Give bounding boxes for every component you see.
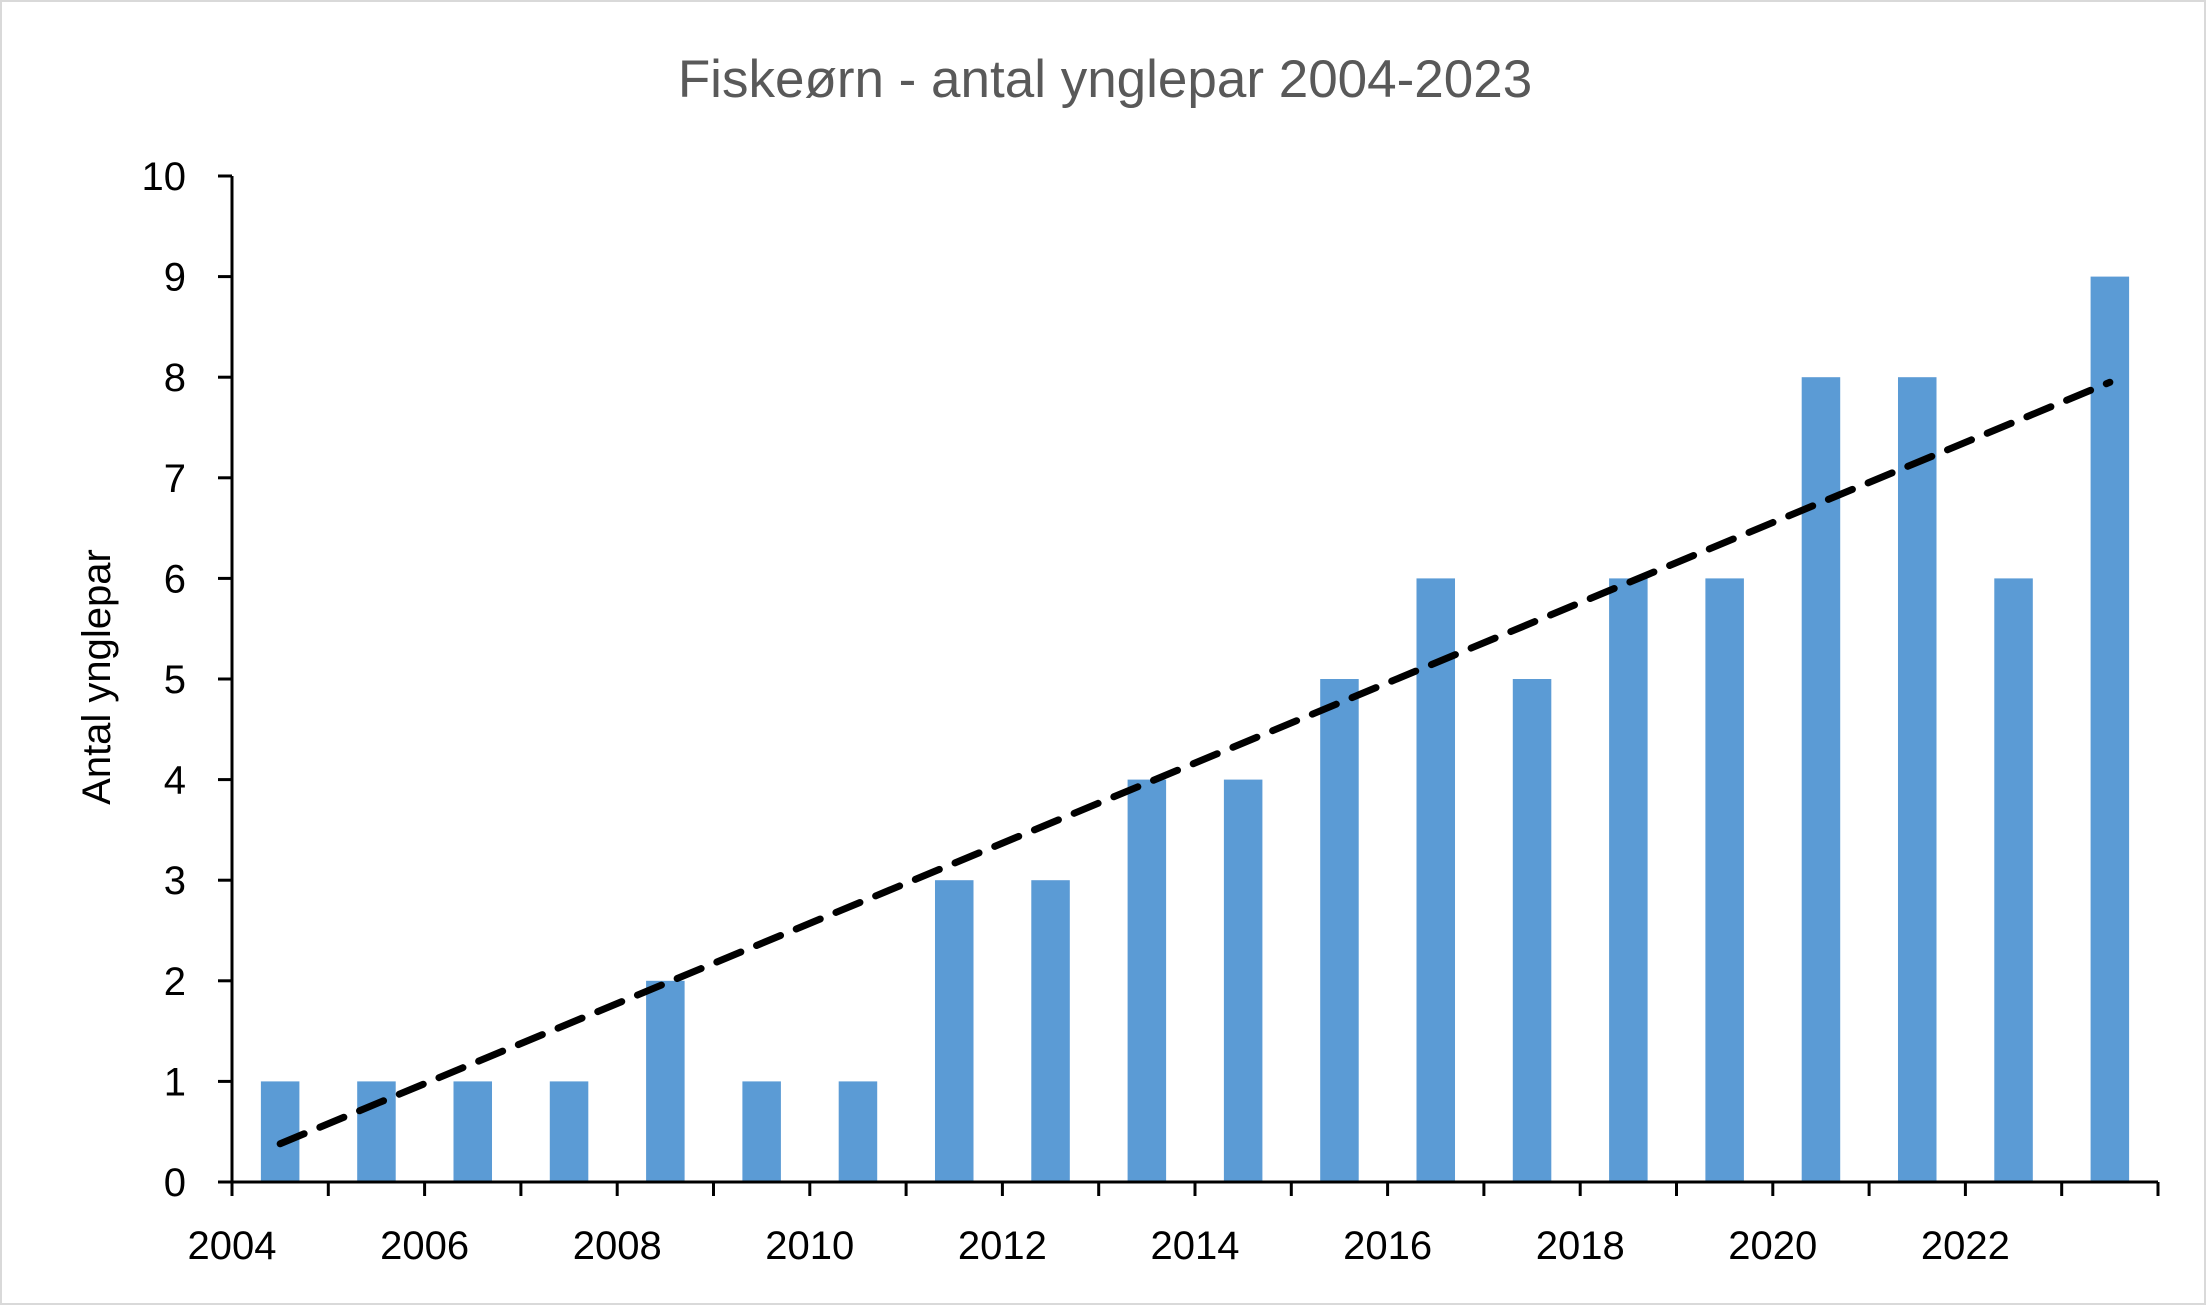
x-tick-label: 2010	[765, 1224, 854, 1268]
y-tick-label: 1	[164, 1060, 186, 1104]
bar-2013	[1127, 779, 1167, 1182]
bar-2007	[549, 1081, 589, 1182]
x-tick-label: 2022	[1921, 1224, 2010, 1268]
bar-2019	[1705, 578, 1744, 1182]
bar-2014	[1223, 779, 1263, 1182]
bar-2011	[934, 880, 974, 1182]
x-tick-label: 2008	[573, 1224, 662, 1268]
y-tick-label: 3	[164, 859, 186, 903]
bar-2006	[453, 1081, 493, 1182]
bar-2010	[838, 1081, 878, 1182]
y-tick-label: 4	[164, 759, 186, 803]
bar-2016	[1416, 578, 1456, 1182]
y-tick-label: 10	[142, 155, 187, 199]
x-tick-label: 2012	[958, 1224, 1047, 1268]
bar-2022	[1994, 578, 2033, 1182]
y-tick-label: 9	[164, 256, 186, 300]
y-tick-label: 7	[164, 457, 186, 501]
trendline	[276, 378, 2114, 1148]
y-tick-label: 6	[164, 557, 186, 601]
x-ticks-group: 2004 2006 2008 2010 2012 2014 2016 2018 2020 2022	[188, 1182, 2160, 1268]
chart-title: Fiskeørn - antal ynglepar 2004-2023	[678, 50, 1532, 109]
y-tick-label: 2	[164, 960, 186, 1004]
bar-2021	[1897, 377, 1937, 1182]
x-tick-label: 2004	[188, 1224, 277, 1268]
x-tick-label: 2006	[380, 1224, 469, 1268]
bar-2009	[742, 1081, 781, 1182]
y-tick-label: 8	[164, 356, 186, 400]
bars-group	[260, 276, 2130, 1183]
bar-2018	[1609, 578, 1648, 1182]
y-axis-title: Antal ynglepar	[75, 549, 119, 805]
bar-2017	[1512, 679, 1552, 1182]
bar-2004	[260, 1081, 300, 1182]
x-tick-label: 2018	[1536, 1224, 1625, 1268]
y-ticks-group: 0 1 2 3 4 5 6 7 8 9 10	[142, 155, 232, 1205]
y-tick-label: 0	[164, 1161, 186, 1205]
axes-group	[230, 176, 2158, 1184]
bar-2012	[1031, 880, 1070, 1182]
x-tick-label: 2014	[1151, 1224, 1240, 1268]
y-tick-label: 5	[164, 658, 186, 702]
x-tick-label: 2016	[1343, 1224, 1432, 1268]
bar-2005	[357, 1081, 396, 1182]
bar-2008	[646, 980, 685, 1182]
bar-2023	[2090, 276, 2130, 1183]
bar-2015	[1320, 679, 1359, 1182]
trendline-group	[276, 378, 2114, 1148]
x-tick-label: 2020	[1728, 1224, 1817, 1268]
